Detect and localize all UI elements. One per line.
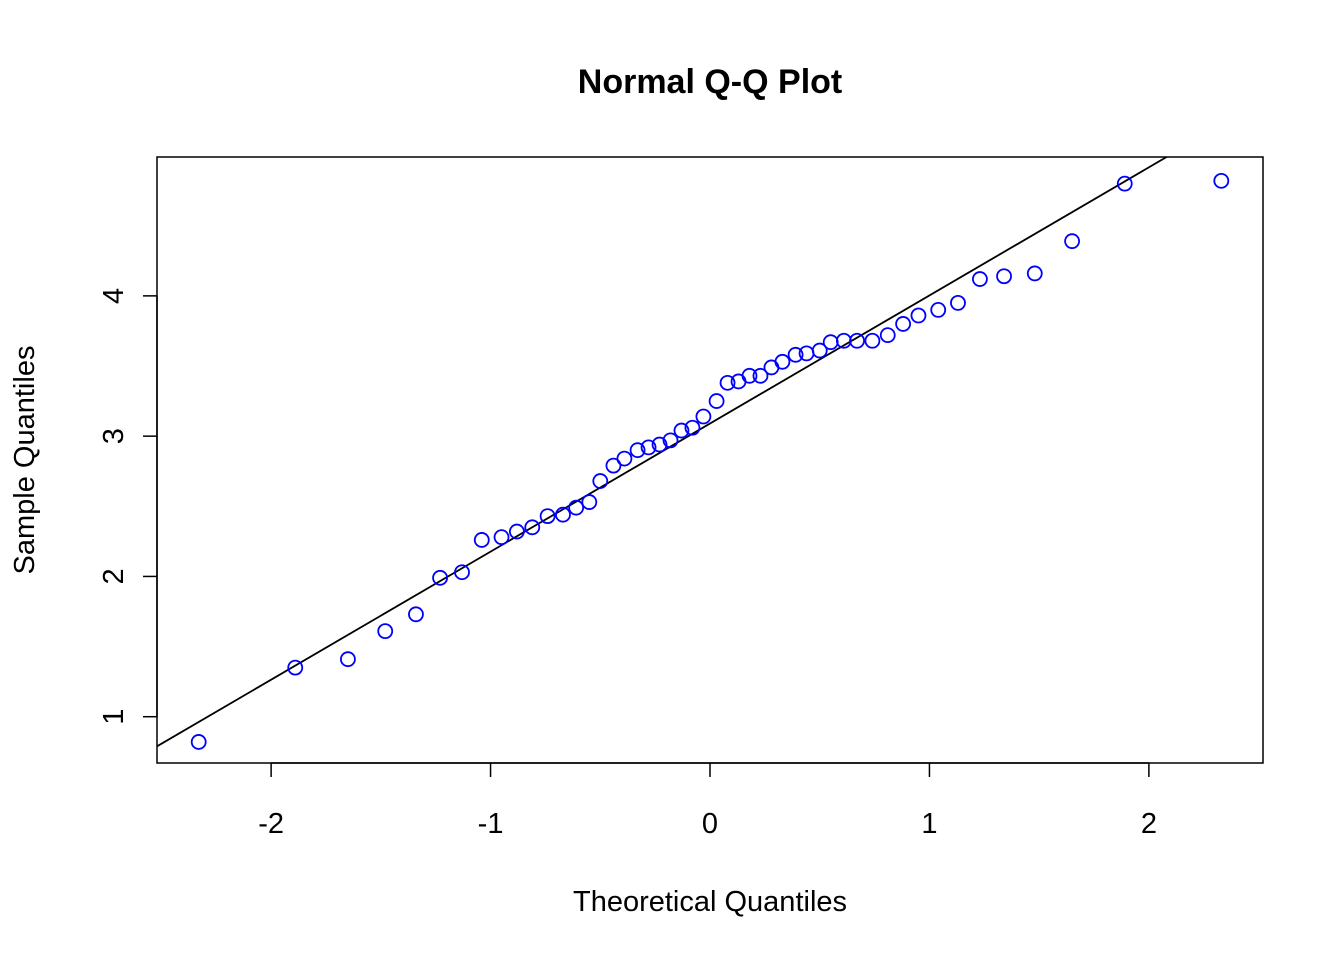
data-point-14 (568, 499, 585, 516)
data-point-1 (190, 734, 207, 750)
data-point-38 (849, 332, 865, 349)
x-tick-label-3: 1 (921, 808, 937, 840)
y-axis: 1 2 3 4 (98, 288, 158, 725)
data-point-15 (581, 494, 598, 510)
data-point-40 (879, 327, 896, 344)
data-point-46 (996, 268, 1012, 285)
data-point-48 (1064, 233, 1080, 250)
y-tick-label-3: 4 (98, 288, 130, 304)
data-point-30 (752, 367, 769, 384)
data-point-2 (287, 659, 304, 676)
reference-line-group (157, 157, 1169, 748)
data-point-44 (950, 294, 966, 311)
data-point-25 (695, 408, 712, 425)
data-point-26 (708, 393, 725, 409)
plot-frame (156, 156, 1264, 764)
data-point-10 (508, 523, 525, 540)
reference-line (157, 157, 1169, 748)
y-tick-label-2: 3 (98, 428, 130, 444)
data-point-17 (605, 457, 622, 474)
data-point-7 (454, 564, 470, 581)
data-point-8 (473, 532, 490, 548)
data-point-42 (910, 307, 927, 324)
data-point-22 (662, 432, 679, 449)
x-tick-label-4: 2 (1141, 808, 1157, 840)
data-point-43 (930, 302, 947, 318)
points-group (190, 172, 1230, 750)
data-point-9 (493, 529, 510, 546)
data-point-3 (340, 651, 356, 668)
data-point-50 (1213, 172, 1230, 189)
y-tick-label-0: 1 (98, 709, 130, 725)
data-point-49 (1116, 175, 1133, 192)
data-point-36 (822, 334, 839, 351)
data-point-27 (719, 374, 736, 391)
data-point-39 (864, 332, 881, 349)
data-point-6 (432, 569, 448, 586)
data-point-12 (539, 508, 556, 525)
x-tick-label-2: 0 (702, 808, 718, 840)
data-point-16 (592, 473, 609, 489)
x-tick-label-0: -2 (258, 808, 284, 840)
data-point-23 (673, 422, 690, 439)
chart-title: Normal Q-Q Plot (578, 63, 842, 101)
y-axis-label: Sample Quantiles (9, 346, 41, 575)
data-point-35 (811, 342, 828, 359)
data-point-20 (640, 439, 657, 456)
data-point-11 (524, 519, 541, 536)
data-point-29 (741, 367, 758, 384)
data-point-41 (895, 316, 912, 332)
data-point-32 (774, 353, 791, 370)
data-point-33 (787, 346, 804, 363)
x-axis-label: Theoretical Quantiles (573, 886, 847, 918)
data-point-21 (651, 436, 668, 453)
data-point-13 (555, 506, 571, 523)
data-point-4 (377, 623, 394, 640)
data-point-45 (972, 271, 988, 287)
x-axis: -2 -1 0 1 2 (258, 762, 1157, 840)
x-tick-label-1: -1 (478, 808, 504, 840)
y-tick-label-1: 2 (98, 568, 130, 584)
data-point-19 (629, 442, 646, 459)
data-point-24 (684, 419, 701, 436)
data-point-18 (616, 450, 633, 467)
data-point-5 (408, 606, 424, 623)
data-point-47 (1026, 265, 1043, 282)
